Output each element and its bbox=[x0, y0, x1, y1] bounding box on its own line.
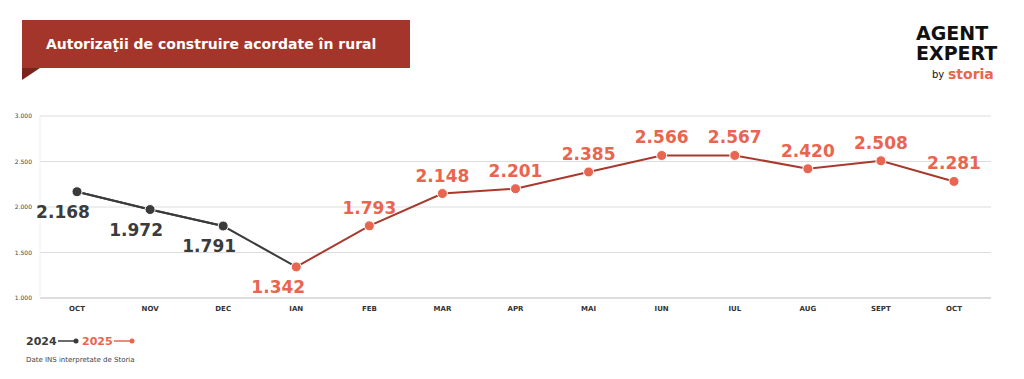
svg-text:1.500: 1.500 bbox=[15, 249, 32, 256]
svg-text:OCT: OCT bbox=[946, 305, 962, 313]
svg-text:1.342: 1.342 bbox=[251, 277, 305, 297]
svg-text:MAI: MAI bbox=[581, 305, 596, 313]
svg-text:OCT: OCT bbox=[69, 305, 85, 313]
svg-text:2.500: 2.500 bbox=[15, 158, 32, 165]
svg-text:2.385: 2.385 bbox=[562, 144, 616, 164]
svg-text:2.567: 2.567 bbox=[708, 127, 762, 147]
svg-text:2.168: 2.168 bbox=[36, 202, 90, 222]
svg-text:AGENT: AGENT bbox=[916, 22, 988, 44]
svg-text:2.281: 2.281 bbox=[927, 153, 981, 173]
svg-text:Autorizaţii de construire acor: Autorizaţii de construire acordate în ru… bbox=[46, 36, 376, 52]
svg-text:IUN: IUN bbox=[655, 305, 669, 313]
svg-text:2025: 2025 bbox=[82, 335, 113, 348]
svg-text:SEPT: SEPT bbox=[871, 305, 891, 313]
svg-text:AUG: AUG bbox=[800, 305, 817, 313]
svg-text:storia: storia bbox=[948, 66, 994, 82]
svg-text:2.508: 2.508 bbox=[854, 133, 908, 153]
svg-text:1.972: 1.972 bbox=[109, 220, 163, 240]
svg-text:by: by bbox=[932, 69, 944, 80]
svg-text:IAN: IAN bbox=[289, 305, 303, 313]
svg-text:2.000: 2.000 bbox=[15, 203, 32, 210]
svg-text:Date INS interpretate de Stori: Date INS interpretate de Storia bbox=[26, 356, 135, 364]
svg-text:EXPERT: EXPERT bbox=[916, 42, 997, 64]
svg-text:2024: 2024 bbox=[26, 335, 57, 348]
svg-text:APR: APR bbox=[508, 305, 525, 313]
svg-text:2.148: 2.148 bbox=[416, 166, 470, 186]
svg-text:DEC: DEC bbox=[215, 305, 231, 313]
svg-text:3.000: 3.000 bbox=[15, 112, 32, 119]
svg-text:MAR: MAR bbox=[434, 305, 452, 313]
svg-text:NOV: NOV bbox=[142, 305, 160, 313]
svg-text:1.791: 1.791 bbox=[182, 236, 236, 256]
svg-text:FEB: FEB bbox=[362, 305, 377, 313]
svg-text:1.793: 1.793 bbox=[342, 198, 396, 218]
svg-text:1.000: 1.000 bbox=[15, 294, 32, 301]
svg-text:IUL: IUL bbox=[728, 305, 741, 313]
svg-text:2.201: 2.201 bbox=[489, 161, 543, 181]
svg-text:2.566: 2.566 bbox=[635, 127, 689, 147]
svg-text:2.420: 2.420 bbox=[781, 141, 835, 161]
